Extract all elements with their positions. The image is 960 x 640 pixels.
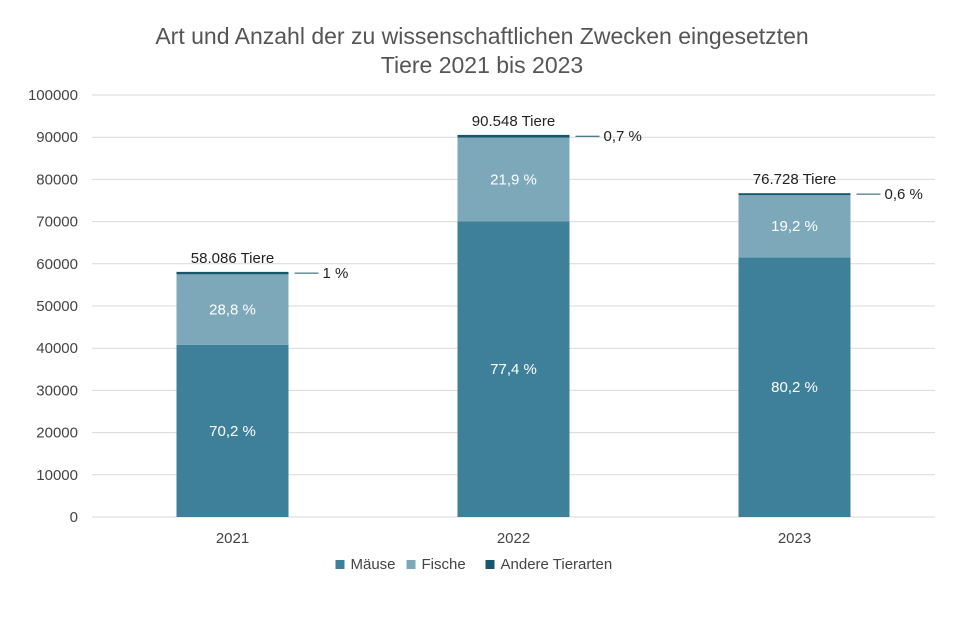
bar-segment [457,134,570,138]
x-tick-label: 2022 [497,530,530,547]
legend-label: Mäuse [351,556,396,573]
x-axis-ticks: 2021 2022 2023 [216,530,811,547]
segment-label: 28,8 % [209,302,256,319]
segment-label-outside: 0,6 % [885,186,923,203]
segment-label-outside: 0,7 % [604,128,642,145]
y-tick-label: 40000 [36,340,78,357]
bar-segment [176,344,289,517]
total-label: 76.728 Tiere [753,171,836,188]
y-tick-label: 80000 [36,171,78,188]
bar-segment [738,257,851,517]
y-tick-label: 70000 [36,214,78,231]
segment-label: 70,2 % [209,423,256,440]
legend-swatch [335,560,345,569]
bar-segment [457,137,570,222]
chart-title-line: Tiere 2021 bis 2023 [381,52,583,78]
y-tick-label: 30000 [36,382,78,399]
segment-label: 19,2 % [771,218,818,235]
data-labels: 70,2 % 28,8 % 1 % 58.086 Tiere 77,4 % 21,9 % 0… [191,113,923,440]
y-tick-label: 20000 [36,425,78,442]
chart-title-line: Art und Anzahl der zu wissenschaftlichen… [155,23,808,49]
legend-item: Mäuse [335,556,396,573]
chart-title: Art und Anzahl der zu wissenschaftlichen… [155,23,808,78]
legend-label: Fische [422,556,466,573]
x-tick-label: 2023 [778,530,811,547]
y-tick-label: 0 [70,509,78,526]
total-label: 58.086 Tiere [191,250,274,267]
legend-item: Fische [406,556,466,573]
bar-segment [176,271,289,275]
bar-segment [738,193,851,196]
bars [176,134,851,517]
segment-label-outside: 1 % [323,265,349,282]
segment-label: 80,2 % [771,379,818,396]
legend-label: Andere Tierarten [501,556,613,573]
bar-segment [738,195,851,258]
bar-segment [457,221,570,517]
total-label: 90.548 Tiere [472,113,555,130]
legend-item: Andere Tierarten [485,556,613,573]
y-tick-label: 100000 [28,87,78,104]
y-tick-label: 50000 [36,298,78,315]
legend-swatch [485,560,495,569]
segment-label: 21,9 % [490,171,537,188]
y-tick-label: 90000 [36,129,78,146]
legend-swatch [406,560,416,569]
y-axis-ticks: 0 10000 20000 30000 40000 50000 60000 70000 8000… [28,87,78,526]
legend: Mäuse Fische Andere Tierarten [335,556,613,573]
segment-label: 77,4 % [490,361,537,378]
bar-segment [176,274,289,345]
y-tick-label: 10000 [36,467,78,484]
y-tick-label: 60000 [36,256,78,273]
x-tick-label: 2021 [216,530,249,547]
